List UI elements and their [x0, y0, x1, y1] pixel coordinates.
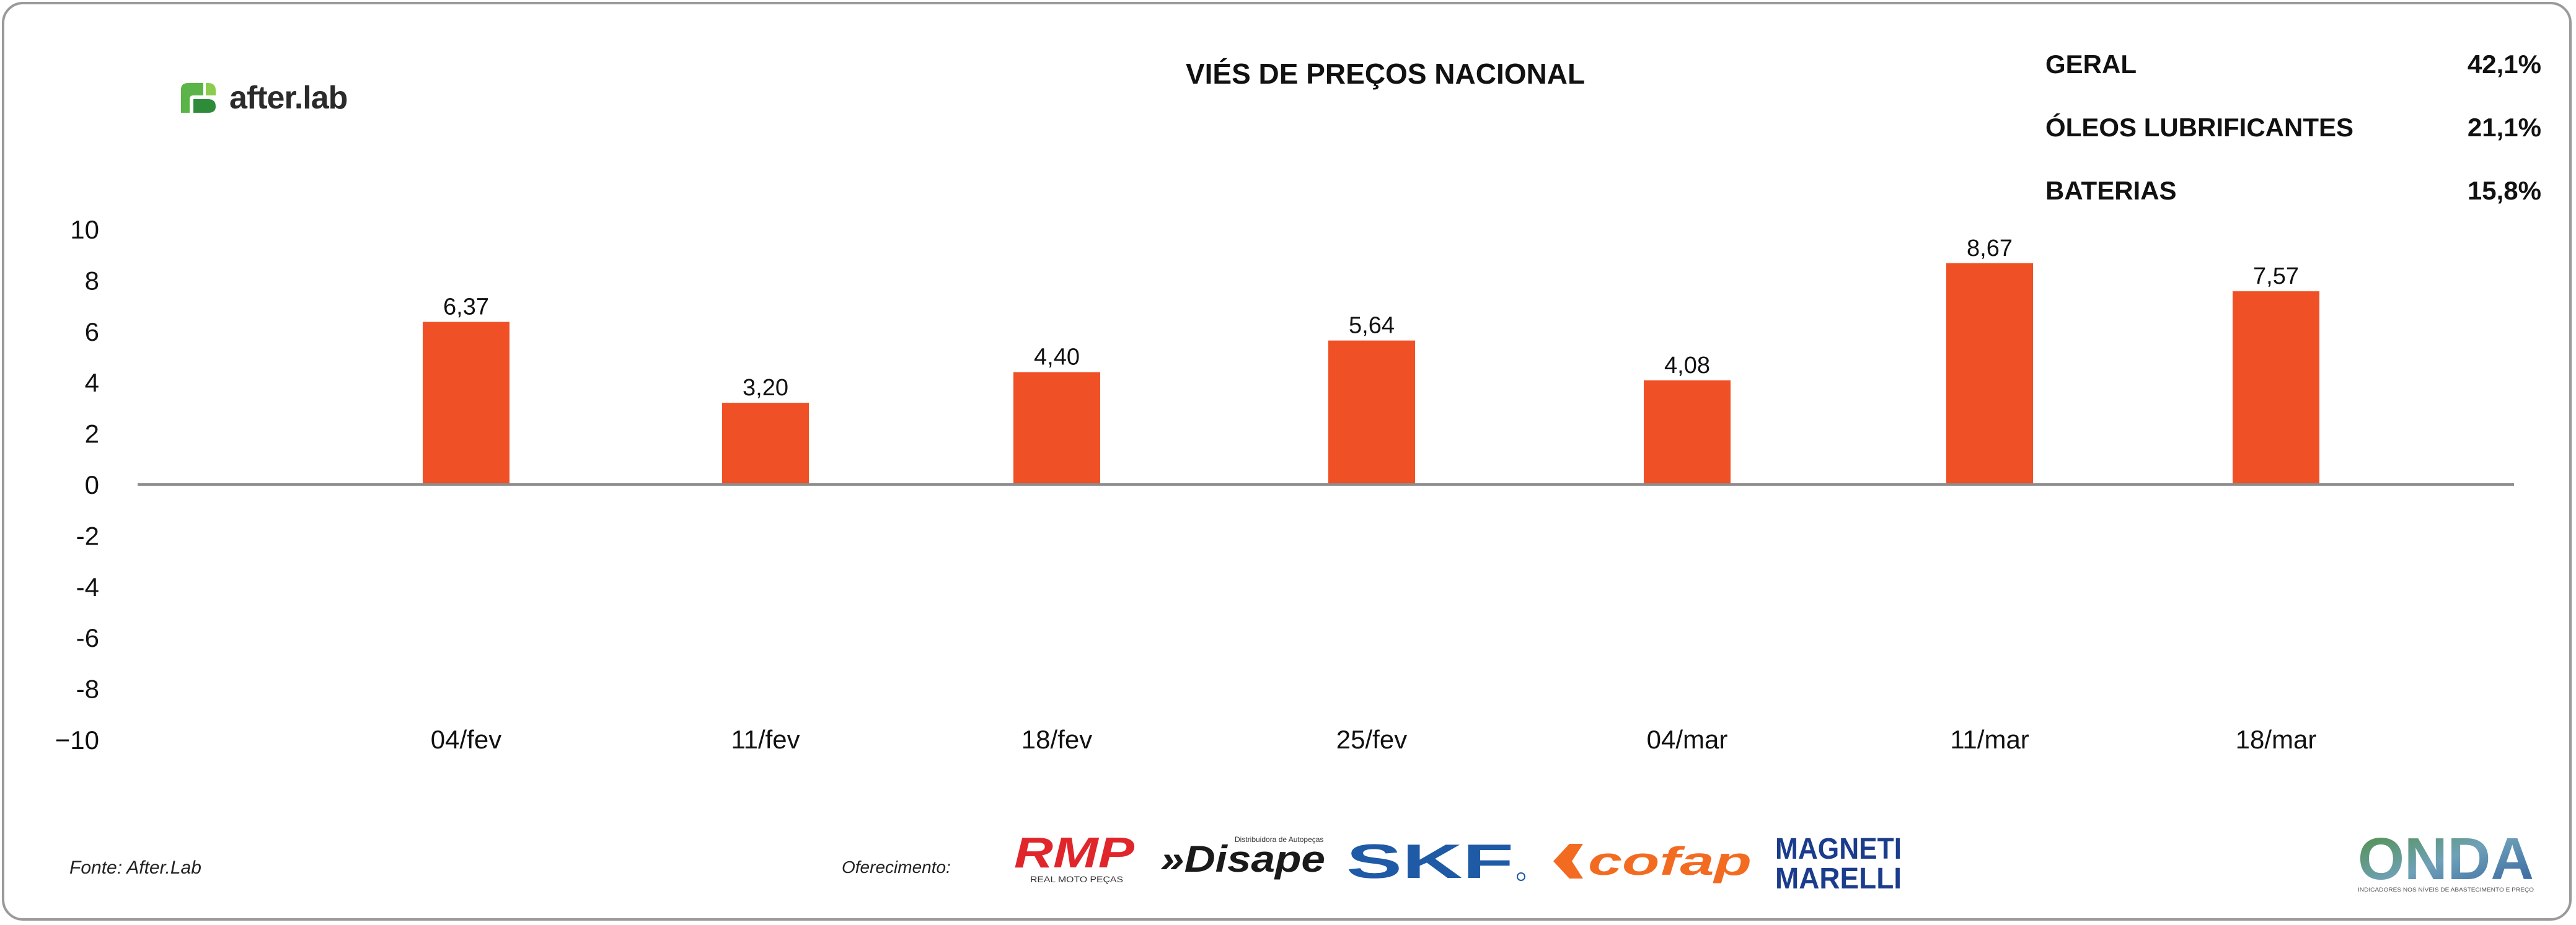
value-label: 6,37	[443, 294, 489, 320]
x-tick-label: 25/fev	[1336, 725, 1407, 754]
x-tick-label: 04/fev	[431, 725, 501, 754]
x-tick-label: 11/fev	[731, 725, 800, 754]
stat-row-baterias: BATERIAS 15,8%	[2045, 176, 2541, 239]
rmp-logo-text: RMP	[1014, 830, 1134, 877]
stats-panel: GERAL 42,1% ÓLEOS LUBRIFICANTES 21,1% BA…	[2045, 50, 2541, 239]
value-label: 5,64	[1349, 313, 1395, 339]
y-axis: 10 8 6 4 2 0 -2 -4 -6 -8 −10	[55, 215, 99, 755]
stat-label: ÓLEOS LUBRIFICANTES	[2045, 113, 2354, 142]
cofap-logo: cofap	[1553, 839, 1752, 883]
bar-04/mar	[1644, 380, 1731, 484]
stat-value: 21,1%	[2467, 113, 2541, 142]
bar-18/fev	[1013, 372, 1100, 484]
value-label: 4,40	[1034, 344, 1080, 370]
rmp-logo-subtext: REAL MOTO PEÇAS	[1030, 874, 1123, 884]
y-tick-label: 4	[85, 368, 99, 397]
y-tick-label: 6	[85, 317, 99, 346]
value-label: 7,57	[2253, 263, 2299, 289]
magneti-logo-text: MAGNETI	[1775, 833, 1902, 866]
onda-logo-text: ONDA	[2358, 827, 2534, 892]
stat-label: GERAL	[2045, 50, 2137, 79]
y-tick-label: -6	[76, 623, 99, 652]
brand-name: after.lab	[229, 80, 348, 116]
x-tick-label: 18/fev	[1021, 725, 1092, 754]
stat-value: 15,8%	[2467, 176, 2541, 205]
y-tick-label: -8	[76, 675, 99, 704]
bar-11/fev	[722, 403, 809, 484]
skf-logo-text: SKF	[1346, 840, 1514, 883]
magneti-marelli-logo: MAGNETI MARELLI	[1775, 833, 1902, 892]
bar-18/mar	[2233, 291, 2319, 484]
disape-logo: Distribuidora de Autopeças »Disape	[1160, 835, 1325, 880]
skf-logo: SKF	[1346, 840, 1525, 883]
y-tick-label: 10	[70, 215, 99, 244]
offer-label: Oferecimento:	[842, 857, 951, 877]
bar-25/fev	[1328, 340, 1415, 484]
x-tick-label: 18/mar	[2236, 725, 2317, 754]
onda-logo-subtext: INDICADORES NOS NÍVEIS DE ABASTECIMENTO …	[2358, 887, 2534, 893]
bar-04/fev	[423, 322, 509, 484]
stat-row-geral: GERAL 42,1%	[2045, 50, 2541, 113]
value-label: 4,08	[1664, 353, 1710, 379]
source-note: Fonte: After.Lab	[69, 857, 201, 878]
registered-mark-icon	[1517, 872, 1525, 881]
x-tick-label: 11/mar	[1950, 725, 2029, 754]
cofap-x-icon	[1553, 844, 1583, 879]
stat-value: 42,1%	[2467, 50, 2541, 79]
value-label: 8,67	[1967, 235, 2013, 261]
y-tick-label: -2	[76, 521, 99, 550]
chart-title: VIÉS DE PREÇOS NACIONAL	[1185, 58, 1586, 90]
brand-logo: after.lab	[176, 79, 348, 116]
value-label: 3,20	[743, 375, 788, 401]
rmp-logo: RMP REAL MOTO PEÇAS	[1014, 830, 1134, 884]
stat-row-oleos: ÓLEOS LUBRIFICANTES 21,1%	[2045, 113, 2541, 176]
y-tick-label: -4	[76, 572, 99, 602]
x-axis: 04/fev 11/fev 18/fev 25/fev 04/mar 11/mar 18/m…	[431, 725, 2317, 754]
afterlab-logo-icon	[181, 83, 216, 113]
disape-logo-subtext: Distribuidora de Autopeças	[1235, 835, 1323, 844]
onda-logo: ONDA INDICADORES NOS NÍVEIS DE ABASTECIM…	[2358, 827, 2534, 893]
y-tick-label: 8	[85, 266, 99, 295]
disape-logo-text: »Disape	[1160, 838, 1325, 880]
bars	[423, 263, 2319, 484]
stat-label: BATERIAS	[2045, 176, 2177, 205]
y-tick-label: −10	[55, 726, 99, 755]
value-labels: 6,37 3,20 4,40 5,64 4,08 8,67 7,57	[443, 235, 2299, 401]
cofap-logo-text: cofap	[1588, 839, 1752, 883]
y-tick-label: 2	[85, 419, 99, 449]
bar-chart: 10 8 6 4 2 0 -2 -4 -6 -8 −10 6,37 3,20 4,40 5,64 4,08 8…	[55, 215, 2514, 755]
y-tick-label: 0	[85, 470, 99, 499]
x-tick-label: 04/mar	[1647, 725, 1728, 754]
bar-11/mar	[1946, 263, 2033, 484]
marelli-logo-text: MARELLI	[1775, 862, 1902, 892]
